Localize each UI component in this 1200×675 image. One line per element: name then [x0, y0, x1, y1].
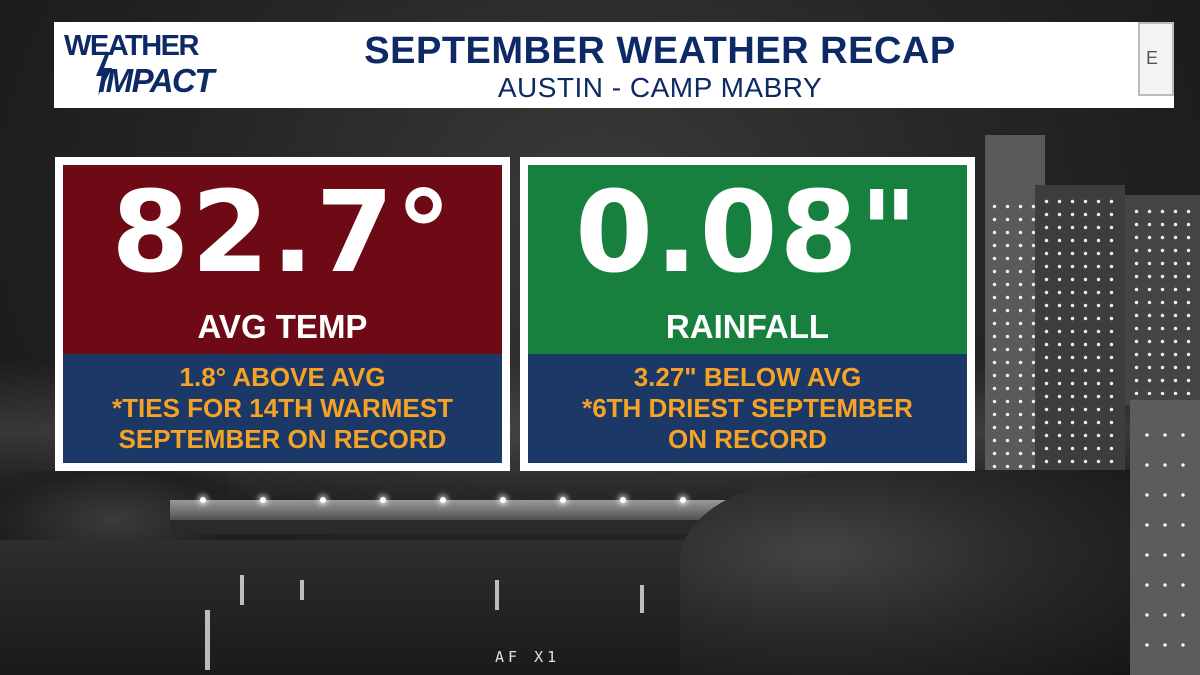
header-side-tab: E: [1138, 22, 1174, 96]
logo-line1: WEATHER: [64, 30, 199, 62]
bridge: [170, 500, 750, 522]
camera-label: AF X1: [495, 648, 561, 666]
side-tab-letter: E: [1146, 48, 1159, 68]
lightning-bolt-icon: [96, 52, 112, 96]
avg-temp-panel: 82.7° AVG TEMP 1.8° ABOVE AVG *TIES FOR …: [55, 157, 510, 471]
weather-impact-logo: WEATHER IMPACT: [64, 30, 274, 102]
rainfall-label: RAINFALL: [665, 308, 830, 345]
header-banner: [54, 22, 1174, 108]
rainfall-box: 0.08" RAINFALL: [528, 165, 967, 354]
avg-temp-box: 82.7° AVG TEMP: [63, 165, 502, 354]
rainfall-value: 0.08": [575, 168, 920, 298]
tree-line: [680, 470, 1140, 675]
rainfall-note-1: 3.27" BELOW AVG: [633, 362, 862, 392]
avg-temp-notes: 1.8° ABOVE AVG *TIES FOR 14TH WARMEST SE…: [63, 354, 502, 463]
rainfall-note-2: *6TH DRIEST SEPTEMBER: [582, 393, 913, 423]
logo-line2: IMPACT: [98, 62, 215, 99]
page-subtitle: AUSTIN - CAMP MABRY: [497, 72, 823, 103]
rainfall-notes: 3.27" BELOW AVG *6TH DRIEST SEPTEMBER ON…: [528, 354, 967, 463]
avg-temp-note-2: *TIES FOR 14TH WARMEST: [112, 393, 453, 423]
page-title: SEPTEMBER WEATHER RECAP: [364, 30, 956, 72]
avg-temp-note-3: SEPTEMBER ON RECORD: [118, 424, 447, 454]
avg-temp-note-1: 1.8° ABOVE AVG: [179, 362, 386, 392]
rainfall-panel: 0.08" RAINFALL 3.27" BELOW AVG *6TH DRIE…: [520, 157, 975, 471]
avg-temp-value: 82.7°: [111, 168, 454, 298]
rainfall-note-3: ON RECORD: [668, 424, 827, 454]
avg-temp-label: AVG TEMP: [197, 308, 368, 345]
